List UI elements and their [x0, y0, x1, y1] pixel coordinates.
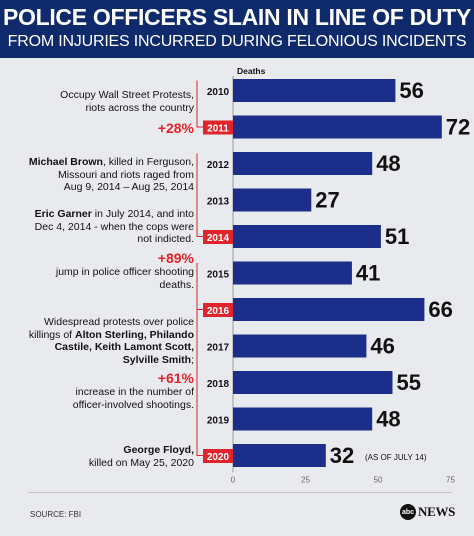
year-label-2015: 2015: [207, 270, 230, 281]
year-label-2017: 2017: [207, 343, 230, 354]
annotation-2014-line3: not indicted.: [137, 233, 194, 245]
value-label-2014: 51: [385, 224, 409, 249]
bar-2015: [233, 261, 352, 285]
annotation-2017-names2: Castile, Keith Lamont Scott,: [54, 341, 194, 353]
annotation-2014-line2: Dec 4, 2014 - when the cops were: [34, 220, 194, 233]
annotation-2020-line2: killed on May 25, 2020: [88, 456, 194, 469]
bar-2017: [233, 334, 367, 358]
x-tick-75: 75: [446, 476, 455, 485]
annotation-bracket: [196, 299, 203, 456]
logo-circle: abc: [400, 504, 416, 520]
bar-chart: 2010 56 2011 72 2012 48 2013 27 2014 51 2015 41 2016…: [28, 76, 470, 493]
year-highlight-2011: [203, 120, 233, 135]
as-of-note: (AS OF JULY 14): [365, 453, 427, 462]
x-tick-50: 50: [374, 476, 383, 485]
bar-2012: [233, 152, 373, 175]
bar-2013: [233, 188, 312, 212]
annotation-2012-name: Michael Brown: [28, 156, 103, 168]
annotation-2012-line2: Missouri and riots raged from: [58, 168, 194, 181]
annotation-2017-line2a: killings of: [28, 328, 75, 341]
logo-text: NEWS: [418, 504, 456, 519]
annotation-2017-line1: Widespread protests over police: [44, 316, 194, 328]
annotation-2014: Eric Garner in July 2014, and into Dec 4…: [35, 208, 194, 246]
year-label-2018: 2018: [207, 379, 230, 390]
annotation-bracket: [196, 445, 203, 456]
annotation-2010-line2: riots across the country: [85, 101, 194, 114]
value-label-2016: 66: [428, 297, 452, 322]
year-highlight-2016: [203, 303, 233, 317]
x-tick-0: 0: [231, 476, 236, 485]
chart-title: POLICE OFFICERS SLAIN IN LINE OF DUTY: [2, 4, 472, 30]
year-label-2010: 2010: [207, 87, 230, 98]
annotation-2017-names1: Alton Sterling, Philando: [75, 328, 194, 341]
x-tick-25: 25: [301, 476, 310, 485]
annotation-2018-line1: increase in the number of: [75, 386, 194, 398]
value-label-2017: 46: [370, 334, 394, 359]
source-note: SOURCE: FBI: [30, 510, 82, 519]
annotation-2018-line2: officer-involved shootings.: [72, 398, 194, 411]
header: POLICE OFFICERS SLAIN IN LINE OF DUTY FR…: [0, 0, 474, 58]
value-label-2011: 72: [446, 115, 470, 140]
bar-2020: [233, 444, 326, 467]
year-label-2019: 2019: [207, 416, 230, 427]
annotation-2014-name: Eric Garner: [34, 208, 92, 220]
bar-2010: [233, 79, 396, 102]
annotation-bracket: [196, 80, 203, 128]
year-label-2012: 2012: [207, 160, 230, 171]
value-label-2010: 56: [399, 78, 423, 103]
value-label-2020: 32: [330, 443, 354, 468]
annotation-2020-name: George Floyd,: [123, 444, 194, 456]
axis-label: Deaths: [237, 66, 266, 76]
annotation-2014-rest: in July 2014, and into: [91, 208, 194, 220]
bar-2014: [233, 225, 381, 248]
value-label-2013: 27: [315, 188, 339, 213]
annotation-2012: Michael Brown, killed in Ferguson, Misso…: [29, 156, 194, 194]
abc-news-logo: abc NEWS: [400, 504, 455, 520]
annotation-2017: Widespread protests over police killings…: [29, 316, 194, 366]
annotation-2018-pct: +61%: [157, 370, 194, 386]
annotation-2011: +28%: [158, 120, 194, 136]
annotation-2020: George Floyd, killed on May 25, 2020: [89, 444, 194, 469]
bar-2018: [233, 371, 393, 394]
annotation-2018: +61% increase in the number of officer-i…: [73, 370, 194, 411]
annotation-2010-line1: Occupy Wall Street Protests,: [60, 89, 194, 101]
year-label-2020: 2020: [207, 452, 230, 463]
bar-2011: [233, 115, 442, 139]
annotation-2010: Occupy Wall Street Protests, riots acros…: [60, 89, 194, 114]
year-label-2014: 2014: [207, 233, 230, 244]
annotation-2015-line2: deaths.: [159, 278, 194, 291]
annotation-2015-pct: +89%: [157, 250, 194, 266]
year-label-2011: 2011: [207, 124, 229, 135]
value-label-2019: 48: [376, 407, 400, 432]
annotation-2012-rest: , killed in Ferguson,: [102, 156, 194, 168]
annotation-2015-line1: jump in police officer shooting: [55, 266, 194, 278]
year-highlight-2014: [203, 230, 233, 244]
value-label-2012: 48: [376, 151, 400, 176]
annotation-2017-semicolon: ;: [191, 353, 194, 366]
year-label-2013: 2013: [207, 197, 230, 208]
annotation-bracket: [196, 263, 203, 310]
chart-subtitle: FROM INJURIES INCURRED DURING FELONIOUS …: [7, 33, 467, 50]
annotation-2015: +89% jump in police officer shooting dea…: [56, 250, 194, 291]
bar-2016: [233, 298, 425, 321]
annotation-2012-line3: Aug 9, 2014 – Aug 25, 2014: [63, 181, 194, 193]
year-highlight-2020: [203, 449, 233, 463]
annotation-2017-names3: Sylville Smith: [122, 353, 192, 366]
annotation-2011-pct: +28%: [157, 120, 194, 136]
year-label-2016: 2016: [207, 306, 230, 317]
bar-2019: [233, 407, 373, 431]
value-label-2018: 55: [397, 370, 421, 395]
value-label-2015: 41: [356, 261, 380, 286]
annotation-bracket: [196, 153, 203, 237]
